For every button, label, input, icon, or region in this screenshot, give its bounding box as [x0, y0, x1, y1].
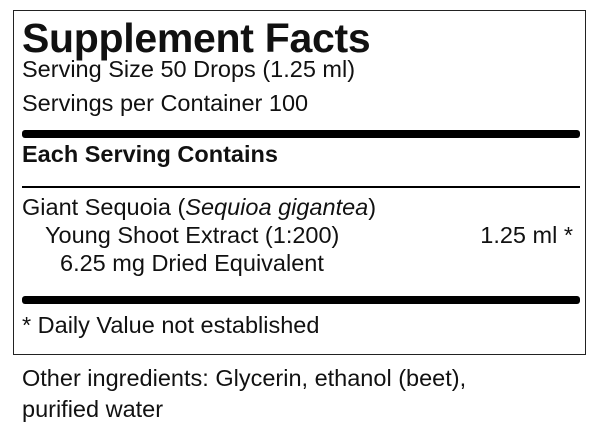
panel-title: Supplement Facts — [22, 15, 371, 61]
footnote: * Daily Value not established — [22, 312, 320, 338]
other-ingredients-line-1: Other ingredients: Glycerin, ethanol (be… — [22, 365, 467, 391]
serving-size: Serving Size 50 Drops (1.25 ml) — [22, 56, 356, 82]
thin-divider — [22, 186, 580, 188]
ingredient-extract: Young Shoot Extract (1:200) — [45, 222, 340, 248]
supplement-facts-panel — [13, 10, 586, 355]
ingredient-common-name: Giant Sequoia ( — [22, 194, 186, 220]
servings-per-container: Servings per Container 100 — [22, 90, 309, 116]
other-ingredients-line-2: purified water — [22, 396, 164, 422]
ingredient-name-close: ) — [368, 194, 377, 220]
section-heading: Each Serving Contains — [22, 141, 278, 167]
dried-equivalent: 6.25 mg Dried Equivalent — [60, 250, 324, 276]
thick-divider — [22, 130, 580, 138]
thick-divider — [22, 296, 580, 304]
ingredient-name: Giant Sequoia (Sequioa gigantea) — [22, 194, 377, 220]
ingredient-latin-name: Sequioa gigantea — [185, 194, 369, 220]
ingredient-amount: 1.25 ml * — [480, 222, 573, 248]
